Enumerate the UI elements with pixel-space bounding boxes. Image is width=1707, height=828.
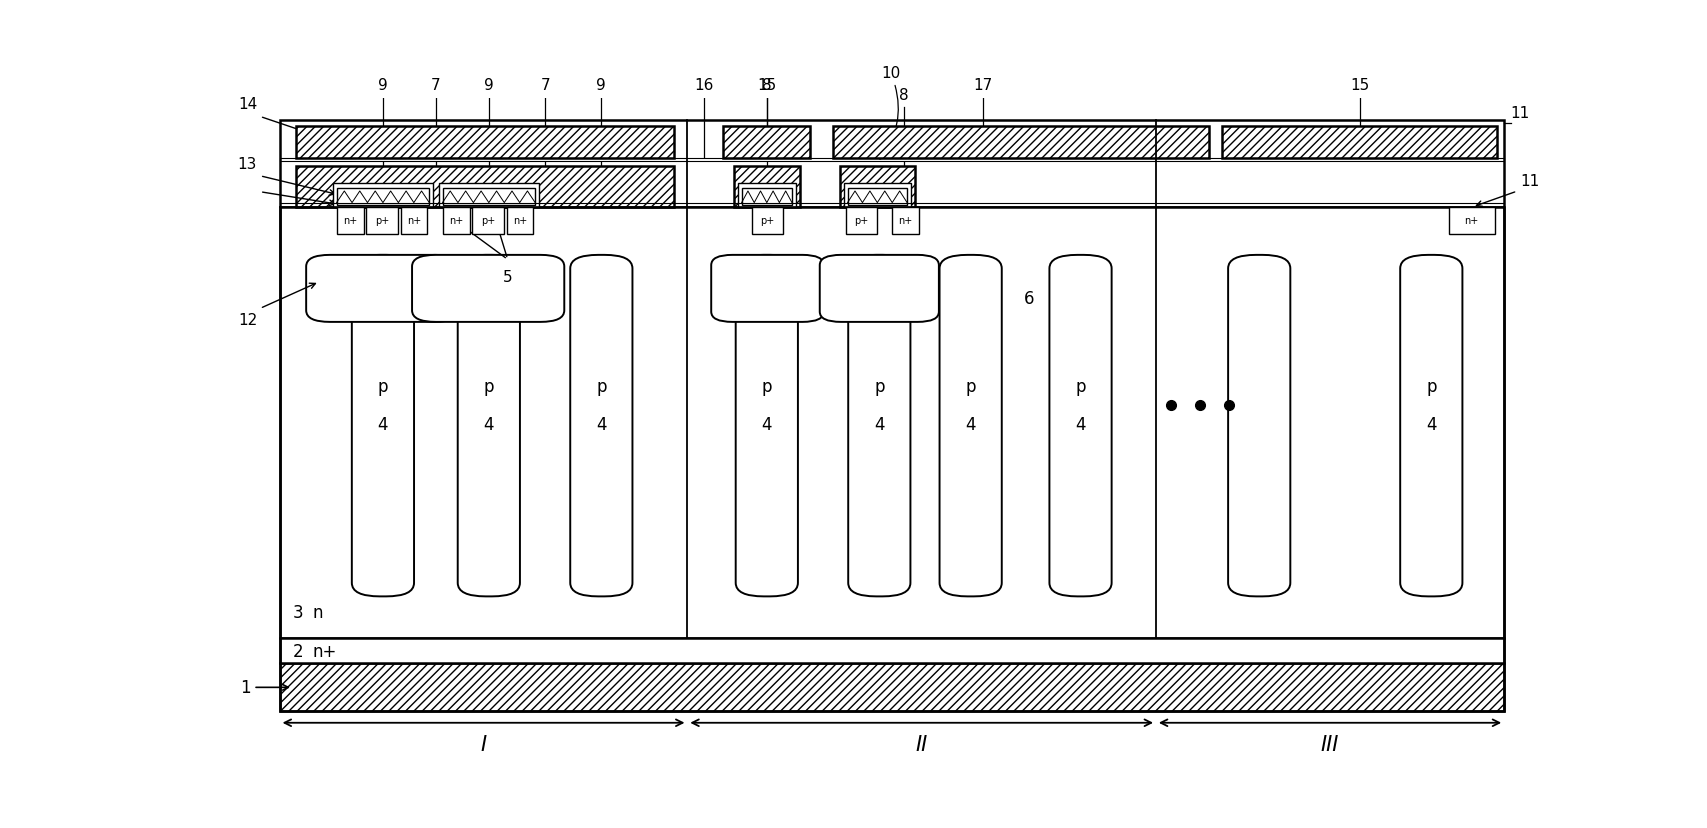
Text: p: p xyxy=(1075,378,1086,395)
Bar xyxy=(295,166,674,208)
Text: 17: 17 xyxy=(973,78,992,93)
Bar xyxy=(295,127,674,159)
Text: 13: 13 xyxy=(237,157,258,172)
Bar xyxy=(833,127,1209,159)
Text: p: p xyxy=(596,378,606,395)
Text: 6: 6 xyxy=(1022,290,1033,308)
Text: p: p xyxy=(964,378,975,395)
Bar xyxy=(336,190,428,206)
FancyBboxPatch shape xyxy=(570,256,632,597)
Text: 3: 3 xyxy=(294,604,304,622)
FancyBboxPatch shape xyxy=(939,256,1002,597)
Text: 1: 1 xyxy=(239,678,251,696)
Text: 2: 2 xyxy=(294,642,304,660)
Text: p: p xyxy=(483,378,493,395)
Text: 11: 11 xyxy=(1519,174,1538,189)
Text: 15: 15 xyxy=(1350,78,1369,93)
Bar xyxy=(473,208,504,234)
Bar xyxy=(333,184,434,208)
Text: 4: 4 xyxy=(964,416,975,434)
Bar xyxy=(843,184,910,208)
Bar xyxy=(891,208,918,234)
Text: p+: p+ xyxy=(376,216,389,226)
Text: 9: 9 xyxy=(483,78,493,93)
Bar xyxy=(367,208,398,234)
Bar xyxy=(442,208,469,234)
FancyBboxPatch shape xyxy=(736,256,797,597)
Text: p+: p+ xyxy=(481,216,495,226)
Bar xyxy=(280,663,1504,711)
Text: 7: 7 xyxy=(539,78,550,93)
Text: 4: 4 xyxy=(761,416,772,434)
Text: n+: n+ xyxy=(449,216,463,226)
Bar xyxy=(847,190,906,206)
Bar xyxy=(737,184,795,208)
FancyBboxPatch shape xyxy=(848,256,910,597)
Bar xyxy=(840,166,915,208)
Text: 4: 4 xyxy=(596,416,606,434)
Text: 7: 7 xyxy=(430,78,440,93)
FancyBboxPatch shape xyxy=(1400,256,1461,597)
FancyBboxPatch shape xyxy=(819,256,939,322)
Bar xyxy=(401,208,427,234)
Text: n+: n+ xyxy=(512,216,527,226)
Text: 4: 4 xyxy=(483,416,493,434)
Text: n+: n+ xyxy=(343,216,357,226)
Bar xyxy=(722,127,811,159)
Text: n+: n+ xyxy=(898,216,912,226)
Text: I: I xyxy=(480,734,486,753)
Bar xyxy=(741,190,792,206)
FancyBboxPatch shape xyxy=(352,256,413,597)
Text: p+: p+ xyxy=(760,216,775,226)
Bar xyxy=(280,159,1504,161)
Bar xyxy=(734,166,799,208)
Bar xyxy=(751,208,784,234)
Bar xyxy=(442,190,534,206)
Text: 5: 5 xyxy=(502,270,512,285)
Text: 16: 16 xyxy=(693,78,714,93)
Bar xyxy=(1448,208,1494,234)
Text: 4: 4 xyxy=(1425,416,1436,434)
FancyBboxPatch shape xyxy=(1227,256,1289,597)
Text: 12: 12 xyxy=(237,312,258,327)
Bar xyxy=(280,208,1504,638)
Text: 10: 10 xyxy=(879,66,900,160)
Text: p+: p+ xyxy=(854,216,869,226)
Text: 15: 15 xyxy=(756,78,777,93)
Text: 14: 14 xyxy=(237,97,258,112)
FancyBboxPatch shape xyxy=(306,256,457,322)
Text: n+: n+ xyxy=(406,216,422,226)
FancyBboxPatch shape xyxy=(1048,256,1111,597)
Bar xyxy=(439,184,539,208)
Text: n: n xyxy=(312,604,323,622)
Bar xyxy=(507,208,533,234)
Text: 4: 4 xyxy=(1075,416,1086,434)
FancyBboxPatch shape xyxy=(710,256,823,322)
Text: 8: 8 xyxy=(898,88,908,103)
Bar xyxy=(336,208,364,234)
Text: n+: n+ xyxy=(312,642,336,660)
Bar xyxy=(1222,127,1497,159)
Text: p: p xyxy=(874,378,884,395)
Text: 9: 9 xyxy=(377,78,387,93)
Text: 8: 8 xyxy=(761,78,772,93)
Bar xyxy=(845,208,877,234)
Text: 4: 4 xyxy=(874,416,884,434)
Bar xyxy=(280,638,1504,663)
Text: p: p xyxy=(1425,378,1436,395)
Text: 11: 11 xyxy=(1511,105,1529,120)
Text: 4: 4 xyxy=(377,416,387,434)
FancyBboxPatch shape xyxy=(457,256,519,597)
Text: p: p xyxy=(761,378,772,395)
Text: III: III xyxy=(1320,734,1338,753)
Text: n+: n+ xyxy=(1463,216,1478,226)
Text: p: p xyxy=(377,378,387,395)
FancyBboxPatch shape xyxy=(411,256,563,322)
Text: II: II xyxy=(915,734,927,753)
Text: 9: 9 xyxy=(596,78,606,93)
